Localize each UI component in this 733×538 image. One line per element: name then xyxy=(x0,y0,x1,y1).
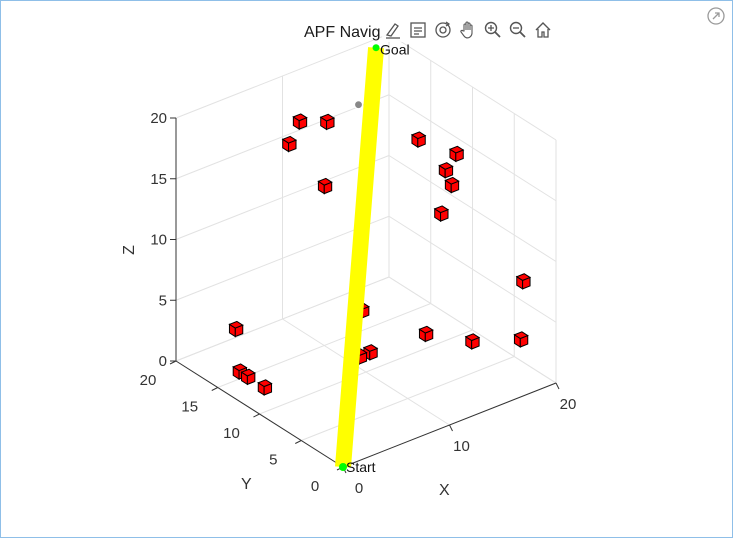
cube-face-top xyxy=(317,177,333,186)
obstacle-cube xyxy=(438,162,454,179)
z-tick-label: 10 xyxy=(150,232,167,249)
obstacle-cube xyxy=(448,145,465,163)
path-line xyxy=(335,47,385,468)
brush-button[interactable] xyxy=(382,19,404,41)
cube-face-top xyxy=(281,135,298,144)
hand-pan-icon xyxy=(460,21,473,39)
obstacle-cube xyxy=(444,176,460,194)
z-axis-label: Z xyxy=(121,245,138,255)
obstacle-cube xyxy=(317,177,333,195)
datatip-button[interactable] xyxy=(407,19,429,41)
cube-face-top xyxy=(319,113,336,122)
cube-face-top xyxy=(515,273,532,281)
y-tick-mark xyxy=(253,413,260,418)
obstacle-cube xyxy=(319,113,336,131)
obstacle-cube xyxy=(513,331,529,348)
y-tick-label: 0 xyxy=(311,478,319,495)
start-label: Start xyxy=(346,459,376,475)
obstacle-cube xyxy=(292,113,308,131)
backwall-grid-z xyxy=(175,94,390,180)
cube-face-top xyxy=(464,333,481,342)
sidewall-grid-z xyxy=(388,155,557,262)
start-marker xyxy=(339,463,347,471)
rotate-3d-icon xyxy=(435,21,451,38)
cube-face-top xyxy=(232,363,248,372)
x-axis-label: X xyxy=(439,482,450,499)
zoom-in-icon xyxy=(484,21,501,38)
cube-face-top xyxy=(433,205,450,214)
robot-marker xyxy=(353,100,364,110)
obstacle-cube xyxy=(515,273,532,290)
cube-face-top xyxy=(240,368,256,377)
cube-face-top xyxy=(444,176,460,185)
cube-face-top xyxy=(228,320,244,329)
zoom-out-button[interactable] xyxy=(507,19,529,41)
pan-button[interactable] xyxy=(457,19,479,41)
floor-grid-y xyxy=(259,329,473,415)
x-tick-mark xyxy=(555,382,560,390)
datatip-icon xyxy=(410,22,426,38)
z-tick-label: 5 xyxy=(159,292,167,309)
brush-icon xyxy=(385,23,400,39)
cube-face-top xyxy=(292,113,308,122)
y-tick-label: 20 xyxy=(140,372,157,389)
cube-face-top xyxy=(362,344,379,352)
goal-marker xyxy=(372,44,380,52)
cube-face-top xyxy=(257,379,273,388)
y-tick-mark xyxy=(295,440,302,444)
z-tick-label: 0 xyxy=(159,353,167,370)
backwall-grid-z xyxy=(175,33,390,119)
cube-face-top xyxy=(418,325,434,334)
y-tick-label: 15 xyxy=(181,399,198,416)
obstacle-cube xyxy=(410,131,427,149)
home-icon xyxy=(535,22,551,38)
obstacle-layer xyxy=(228,113,532,396)
rotate-button[interactable] xyxy=(432,19,454,41)
obstacle-cube xyxy=(418,325,434,343)
z-tick-label: 15 xyxy=(150,171,167,188)
obstacle-cube xyxy=(228,320,244,338)
path-layer: Start Goal xyxy=(335,42,410,475)
undock-icon xyxy=(707,7,725,25)
cube-face-top xyxy=(410,131,427,140)
sidewall-grid-z xyxy=(388,276,557,384)
y-tick-label: 5 xyxy=(269,452,277,469)
zoom-out-icon xyxy=(509,21,526,38)
backwall-grid-z xyxy=(175,155,390,240)
zoom-in-button[interactable] xyxy=(482,19,504,41)
backwall-grid-z xyxy=(175,215,390,301)
x-tick-label: 10 xyxy=(453,438,470,455)
cube-face-top xyxy=(448,145,465,154)
chart-title: APF Navig xyxy=(304,24,380,41)
y-axis-label: Y xyxy=(241,476,252,493)
sidewall-grid-z xyxy=(388,94,557,202)
axes-toolbar xyxy=(382,18,554,42)
z-tick-label: 20 xyxy=(150,110,167,127)
x-tick-label: 20 xyxy=(560,396,577,413)
floor-grid-y xyxy=(301,356,515,441)
undock-button[interactable] xyxy=(706,6,726,26)
x-tick-mark xyxy=(449,424,453,432)
sidewall-grid-z xyxy=(388,215,557,323)
obstacle-cube xyxy=(433,205,450,223)
sidewall-grid-z xyxy=(388,33,557,141)
obstacle-cube xyxy=(240,368,256,386)
obstacle-cube xyxy=(464,333,481,350)
obstacle-cube xyxy=(281,135,298,153)
cube-face-top xyxy=(513,331,529,340)
obstacle-cube xyxy=(257,379,273,396)
y-tick-mark xyxy=(211,387,218,391)
x-tick-label: 0 xyxy=(355,480,363,497)
home-button[interactable] xyxy=(532,19,554,41)
cube-face-top xyxy=(438,162,454,170)
goal-label: Goal xyxy=(380,42,410,58)
y-tick-label: 10 xyxy=(223,425,240,442)
